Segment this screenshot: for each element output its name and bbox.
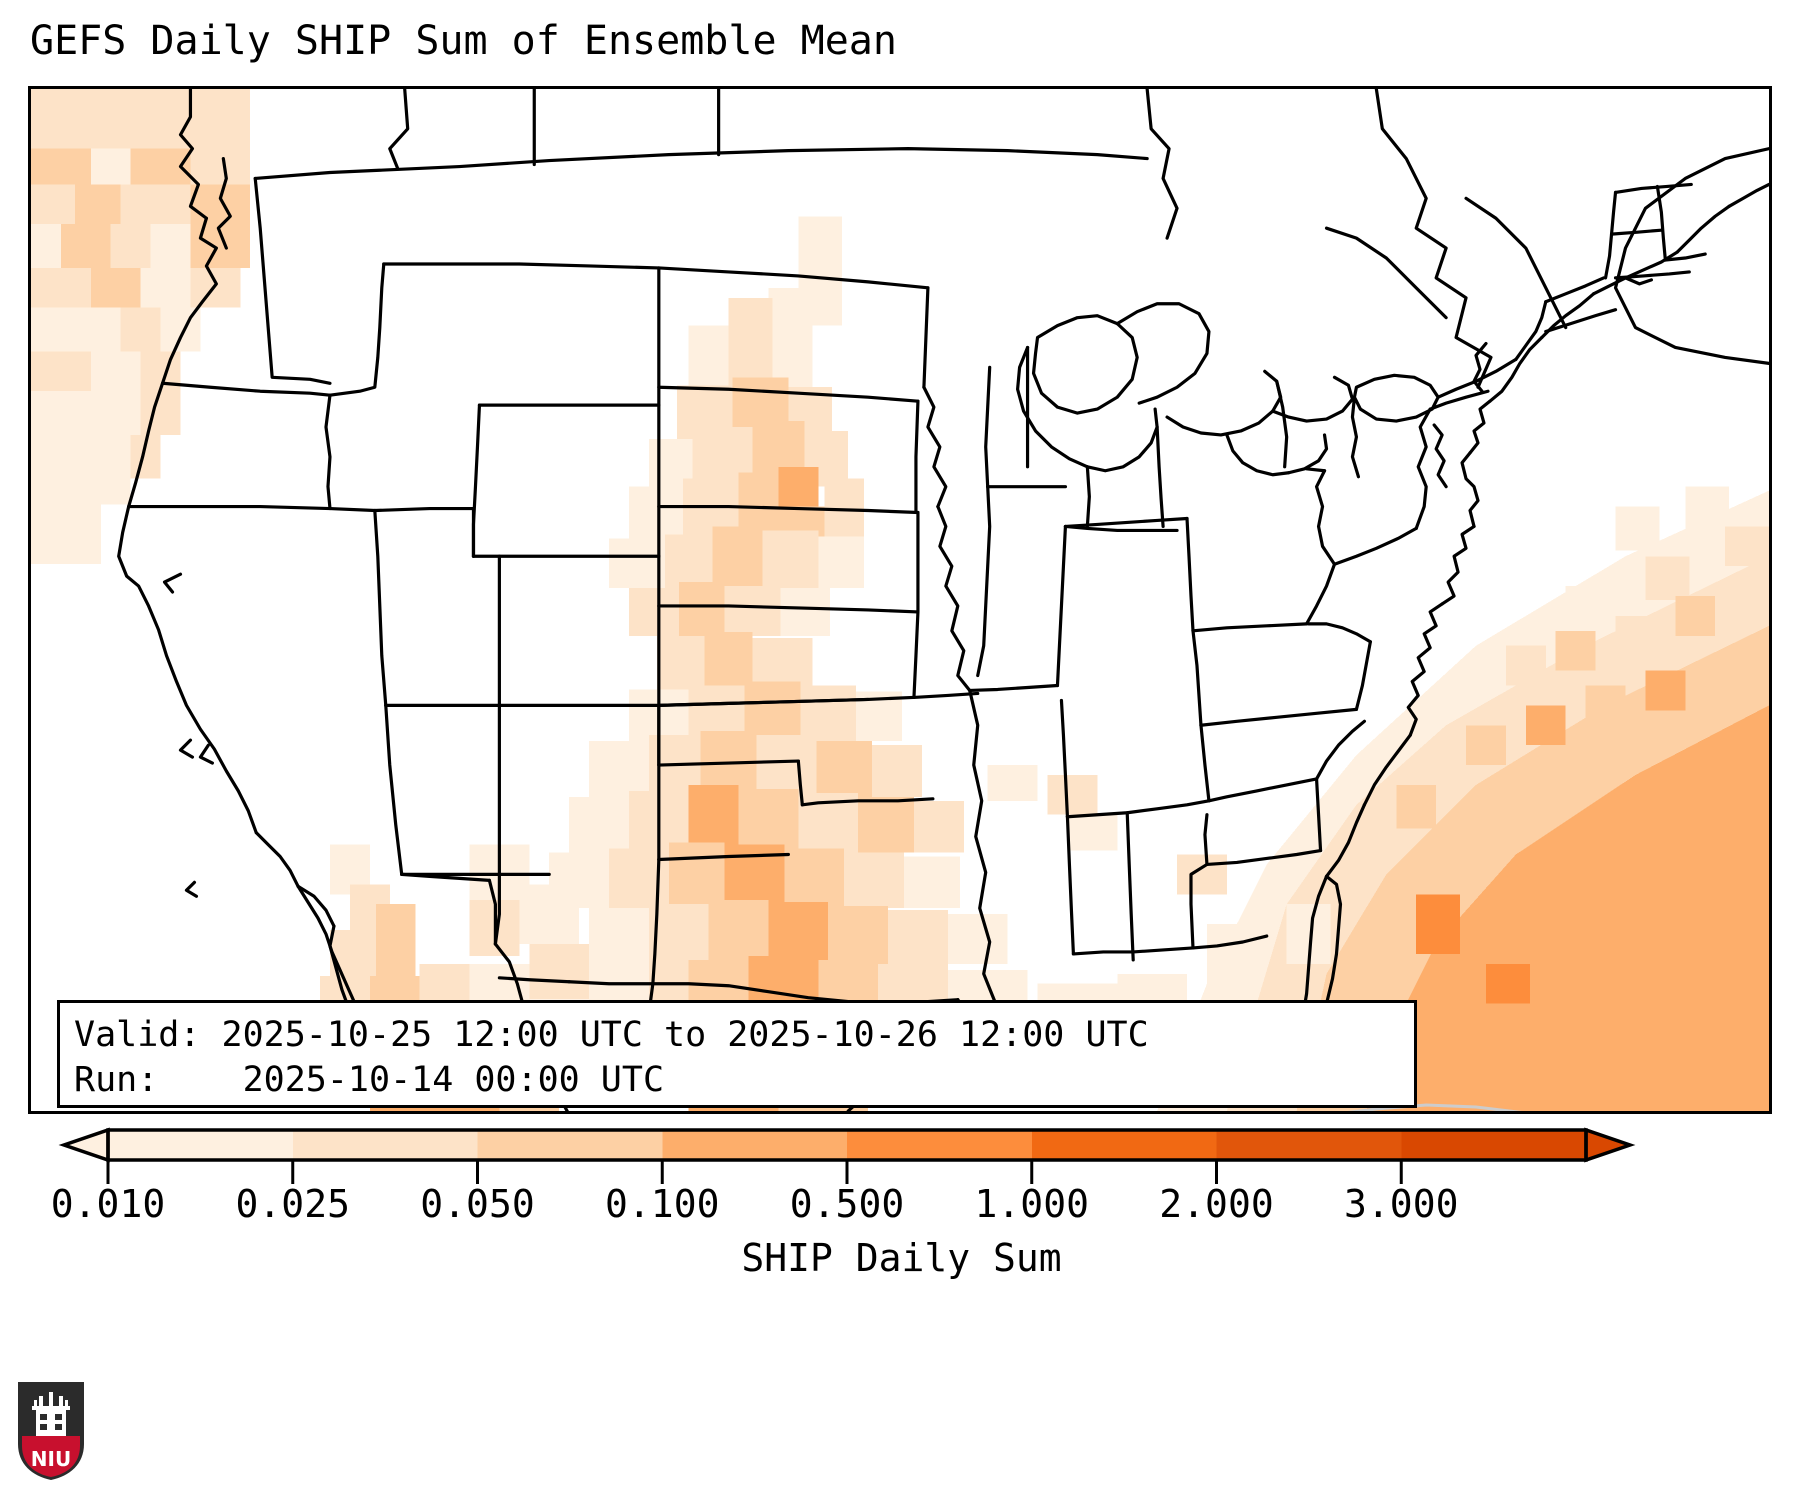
colorbar-extend-arrows	[58, 1127, 1636, 1163]
colorbar-tick-label-0: 0.010	[50, 1182, 166, 1226]
niu-logo-text: NIU	[31, 1447, 71, 1471]
colorbar-tick-label-2: 0.050	[420, 1182, 535, 1226]
colorbar-ticks	[106, 1160, 1403, 1184]
map-panel	[28, 86, 1772, 1114]
colorbar-extend-min-arrow	[58, 1127, 110, 1163]
run-time-line: Run: 2025-10-14 00:00 UTC	[74, 1060, 665, 1100]
colorbar-band-5	[1031, 1130, 1218, 1160]
colorbar-tick-labels: 0.010 0.025 0.050 0.100 0.500 1.000 2.000 3.000	[0, 1182, 1803, 1242]
colorbar-tick-label-6: 2.000	[1159, 1182, 1274, 1226]
colorbar-border	[106, 1128, 1588, 1162]
niu-red-banner	[22, 1436, 80, 1477]
forecast-info-box: Valid: 2025-10-25 12:00 UTC to 2025-10-2…	[57, 1000, 1417, 1108]
colorbar-band-0	[108, 1130, 294, 1160]
colorbar-band-7	[1401, 1130, 1587, 1160]
colorbar-tick-label-4: 0.500	[789, 1182, 905, 1226]
colorbar-band-1	[292, 1130, 479, 1160]
colorbar-band-4	[847, 1130, 1033, 1160]
niu-castle-icon	[32, 1392, 70, 1436]
colorbar-svg	[58, 1127, 1636, 1184]
colorbar-band-6	[1216, 1130, 1402, 1160]
niu-castle-windows	[40, 1414, 62, 1430]
colorbar	[0, 1118, 1803, 1238]
niu-logo: NIU	[18, 1382, 84, 1480]
page-title: GEFS Daily SHIP Sum of Ensemble Mean	[30, 18, 897, 64]
colorbar-extend-max-arrow	[1584, 1127, 1636, 1163]
colorbar-bands	[108, 1130, 1587, 1160]
colorbar-axis-label: SHIP Daily Sum	[741, 1236, 1062, 1280]
colorbar-tick-label-1: 0.025	[235, 1182, 350, 1226]
valid-time-line: Valid: 2025-10-25 12:00 UTC to 2025-10-2…	[74, 1015, 1149, 1055]
colorbar-band-2	[477, 1130, 663, 1160]
map-canvas	[31, 89, 1769, 1111]
colorbar-tick-label-3: 0.100	[605, 1182, 720, 1226]
colorbar-tick-label-7: 3.000	[1344, 1182, 1459, 1226]
colorbar-tick-label-5: 1.000	[974, 1182, 1089, 1226]
colorbar-band-3	[662, 1130, 848, 1160]
